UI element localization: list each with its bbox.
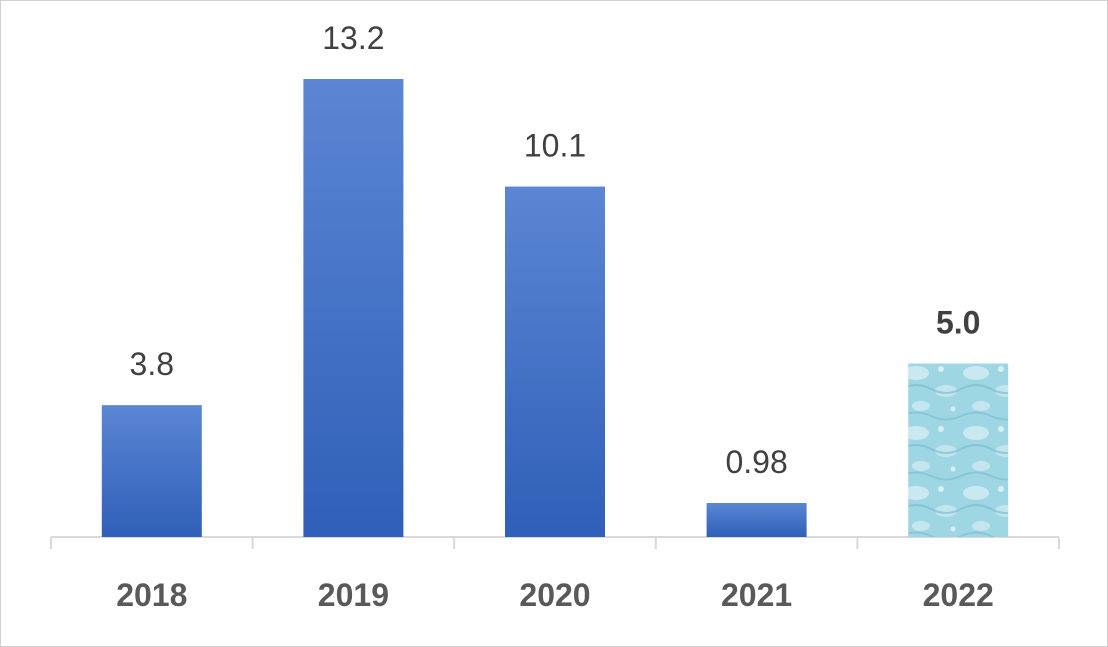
category-label-2018: 2018 <box>116 577 187 613</box>
data-label-2022: 5.0 <box>936 305 980 341</box>
bar-2022 <box>908 363 1009 537</box>
data-label-2021: 0.98 <box>725 444 787 480</box>
category-label-2020: 2020 <box>519 577 590 613</box>
bars <box>101 79 1009 537</box>
x-axis <box>50 536 1060 549</box>
bar-2019 <box>303 79 404 537</box>
data-labels: 3.8 13.2 10.1 0.98 5.0 <box>130 20 981 480</box>
data-label-2018: 3.8 <box>130 346 174 382</box>
data-label-2019: 13.2 <box>322 20 384 56</box>
bar-2018 <box>101 405 202 537</box>
category-labels: 2018 2019 2020 2021 2022 <box>116 577 994 613</box>
data-label-2020: 10.1 <box>524 128 586 164</box>
bar-2021 <box>706 502 807 537</box>
category-label-2021: 2021 <box>721 577 792 613</box>
category-label-2019: 2019 <box>318 577 389 613</box>
bar-2020 <box>505 186 605 537</box>
category-label-2022: 2022 <box>923 577 994 613</box>
